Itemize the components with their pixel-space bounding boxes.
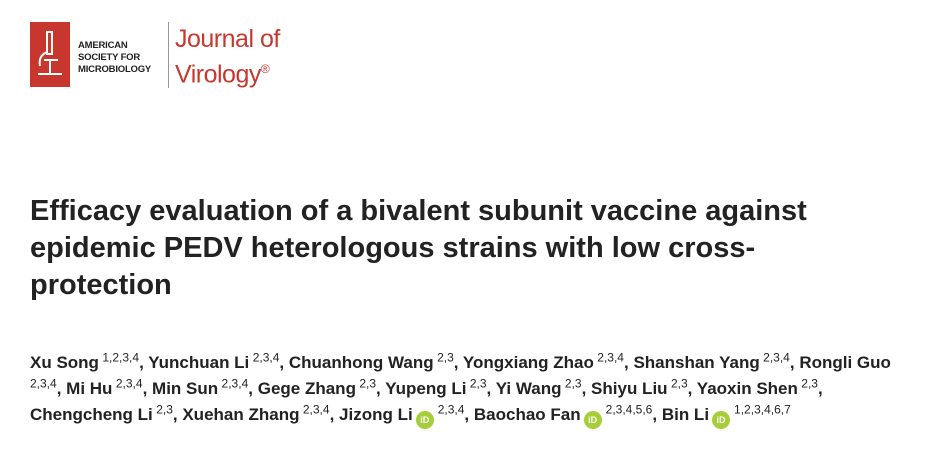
author-name: Rongli Guo [799,353,891,372]
society-name: AMERICAN SOCIETY FOR MICROBIOLOGY [78,40,151,76]
registered-mark: ® [260,62,270,76]
author-name: Xuehan Zhang [182,405,300,424]
author-name: Shiyu Liu [591,379,668,398]
affiliation: 2,3,4,5,6 [605,402,653,417]
author-name: Bin Li [661,405,710,424]
affiliation: 2,3,4 [302,402,330,417]
author-list: Xu Song 1,2,3,4, Yunchuan Li 2,3,4, Chua… [30,350,900,429]
author-name: Baochao Fan [473,405,581,424]
society-line: MICROBIOLOGY [78,64,152,75]
affiliation: 2,3 [437,350,454,365]
affiliation: 2,3 [469,376,487,391]
society-line: AMERICAN [78,40,128,51]
separator: , [581,379,587,398]
affiliation: 2,3,4 [763,350,790,365]
separator: , [279,353,285,372]
separator: , [817,379,823,398]
affiliation: 2,3 [564,376,582,391]
author-name: Xu Song [30,353,99,372]
journal-name: Journal of Virology® [175,24,280,89]
separator: , [139,353,144,372]
divider [168,22,169,88]
journal-line: Journal of [175,25,280,53]
affiliation: 2,3,4 [597,350,624,365]
separator: , [329,405,335,424]
author-name: Mi Hu [66,379,113,398]
separator: , [142,379,148,398]
author-name: Yi Wang [495,379,562,398]
affiliation: 2,3,4 [252,350,280,365]
affiliation: 2,3,4 [115,376,143,391]
separator: , [172,405,178,424]
separator: , [486,379,492,398]
affiliation: 2,3 [359,376,377,391]
author-name: Yunchuan Li [148,353,250,372]
separator: , [789,353,795,372]
separator: , [453,353,459,372]
article-title: Efficacy evaluation of a bivalent subuni… [30,195,807,301]
affiliation: 2,3,4 [221,376,249,391]
orcid-icon[interactable]: iD [712,411,731,429]
society-line: SOCIETY FOR [78,52,141,63]
author-name: Min Sun [152,379,219,398]
orcid-icon[interactable]: iD [415,411,434,429]
author-name: Shanshan Yang [633,353,760,372]
author-name: Yongxiang Zhao [462,353,594,372]
author-name: Jizong Li [339,405,413,424]
affiliation: 1,2,3,4 [102,350,140,365]
journal-line: Virology [175,60,261,89]
affiliation: 1,2,3,4,6,7 [734,402,791,417]
separator: , [376,379,381,398]
affiliation: 2,3 [801,376,818,391]
affiliation: 2,3 [156,402,173,417]
affiliation: 2,3 [670,376,688,391]
separator: , [623,353,629,372]
separator: , [248,379,253,398]
separator: , [652,405,658,424]
separator: , [687,379,693,398]
journal-line: Virology® [175,54,280,89]
author-name: Yupeng Li [385,379,467,398]
orcid-icon[interactable]: iD [583,411,602,429]
author-name: Yaoxin Shen [696,379,798,398]
author-name: Chengcheng Li [30,405,153,424]
separator: , [56,379,62,398]
affiliation: 2,3,4 [30,376,57,391]
society-logo [30,22,70,87]
microscope-icon [38,31,62,75]
author-name: Gege Zhang [257,379,356,398]
author-name: Chuanhong Wang [288,353,434,372]
separator: , [464,405,470,424]
affiliation: 2,3,4 [437,402,465,417]
